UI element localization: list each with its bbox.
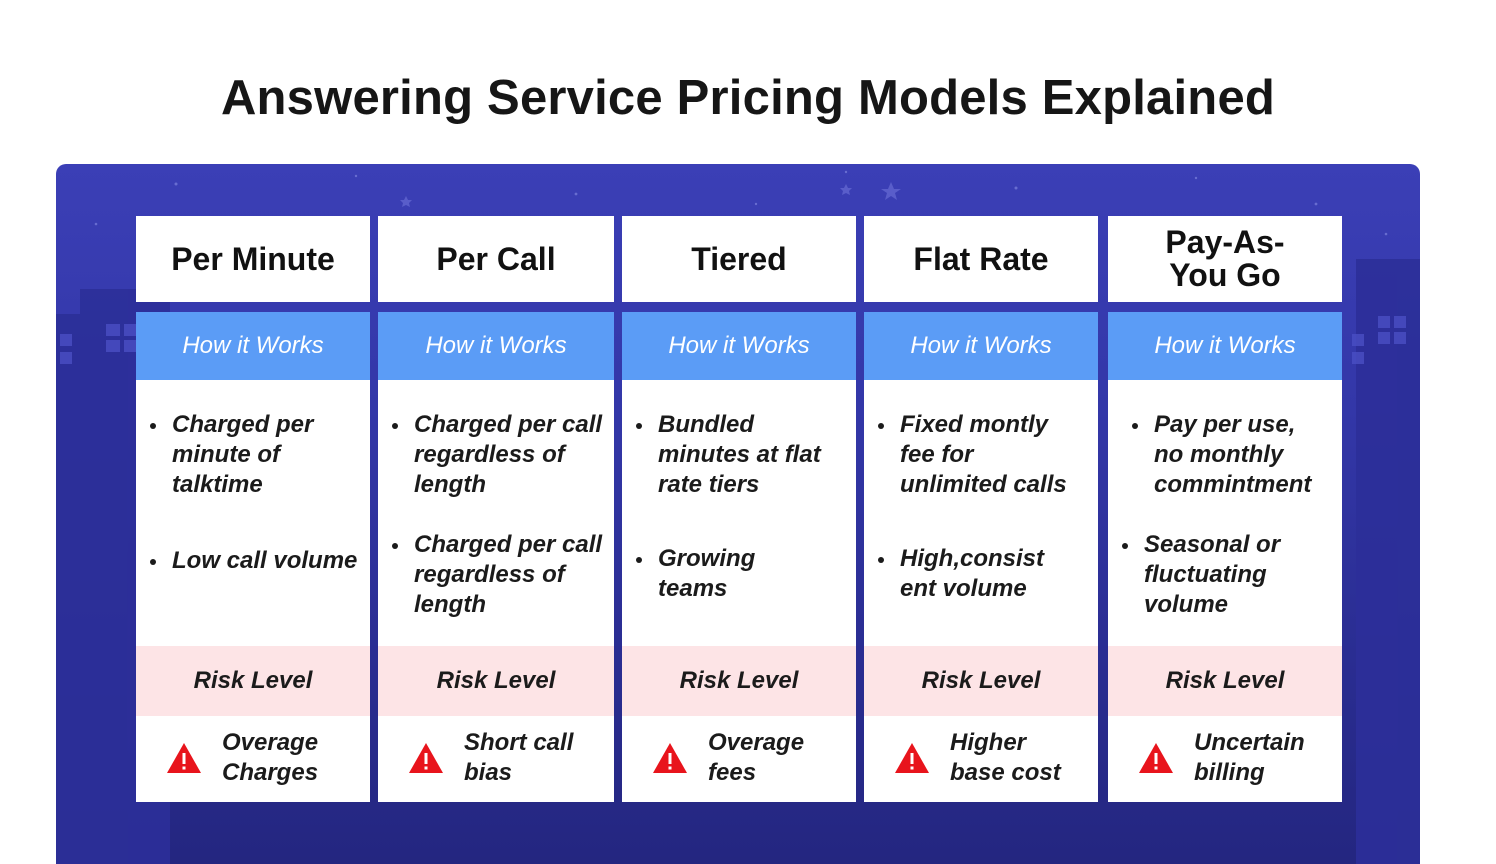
how-it-works-label: How it Works (378, 312, 614, 380)
how-it-works-label: How it Works (1108, 312, 1342, 380)
how-it-works-body: Charged per minute of talktime Low call … (136, 380, 370, 646)
column-title: Per Minute (136, 216, 370, 302)
column-per-minute: Per Minute How it Works Charged per minu… (136, 216, 370, 802)
list-item: Fixed montly fee for unlimited calls (878, 410, 1078, 500)
risk-level-label: Risk Level (864, 646, 1098, 716)
how-it-works-body: Bundled minutes at flat rate tiers Growi… (622, 380, 856, 646)
how-it-works-label: How it Works (864, 312, 1098, 380)
list-item: Bundled minutes at flat rate tiers (636, 410, 838, 500)
warning-triangle-icon (409, 743, 443, 773)
column-title: Per Call (378, 216, 614, 302)
column-flat-rate: Flat Rate How it Works Fixed montly fee … (864, 216, 1098, 802)
warning-triangle-icon (653, 743, 687, 773)
column-title: Pay-As-You Go (1108, 216, 1342, 302)
column-title: Flat Rate (864, 216, 1098, 302)
how-it-works-body: Fixed montly fee for unlimited calls Hig… (864, 380, 1098, 646)
risk-item: Higher base cost (864, 716, 1098, 802)
list-item: Low call volume (150, 546, 368, 576)
column-title: Tiered (622, 216, 856, 302)
warning-triangle-icon (1139, 743, 1173, 773)
warning-triangle-icon (167, 743, 201, 773)
risk-text: Short call bias (464, 729, 574, 786)
pricing-panel: Per Minute How it Works Charged per minu… (56, 164, 1420, 864)
list-item: Charged per minute of talktime (150, 410, 342, 500)
list-item: High,consist ent volume (878, 544, 1060, 604)
risk-text: Overage Charges (222, 729, 319, 786)
list-item: Charged per call regardless of length (392, 410, 610, 500)
risk-item: Overage Charges (136, 716, 370, 802)
risk-item: Overage fees (622, 716, 856, 802)
warning-triangle-icon (895, 743, 929, 773)
column-tiered: Tiered How it Works Bundled minutes at f… (622, 216, 856, 802)
risk-item: Short call bias (378, 716, 614, 802)
risk-text: Overage fees (708, 729, 805, 786)
list-item: Growing teams (636, 544, 808, 604)
list-item: Pay per use, no monthly commintment (1132, 410, 1330, 500)
risk-level-label: Risk Level (136, 646, 370, 716)
how-it-works-label: How it Works (622, 312, 856, 380)
list-item: Seasonal or fluctuating volume (1122, 530, 1294, 620)
risk-level-label: Risk Level (1108, 646, 1342, 716)
page-title: Answering Service Pricing Models Explain… (220, 71, 1276, 125)
list-item: Charged per call regardless of length (392, 530, 610, 620)
risk-level-label: Risk Level (378, 646, 614, 716)
risk-item: Uncertain billing (1108, 716, 1342, 802)
how-it-works-body: Charged per call regardless of length Ch… (378, 380, 614, 646)
risk-text: Higher base cost (950, 729, 1061, 786)
how-it-works-label: How it Works (136, 312, 370, 380)
risk-text: Uncertain billing (1194, 729, 1305, 786)
column-pay-as-you-go: Pay-As-You Go How it Works Pay per use, … (1108, 216, 1342, 802)
how-it-works-body: Pay per use, no monthly commintment Seas… (1108, 380, 1342, 646)
column-per-call: Per Call How it Works Charged per call r… (378, 216, 614, 802)
risk-level-label: Risk Level (622, 646, 856, 716)
